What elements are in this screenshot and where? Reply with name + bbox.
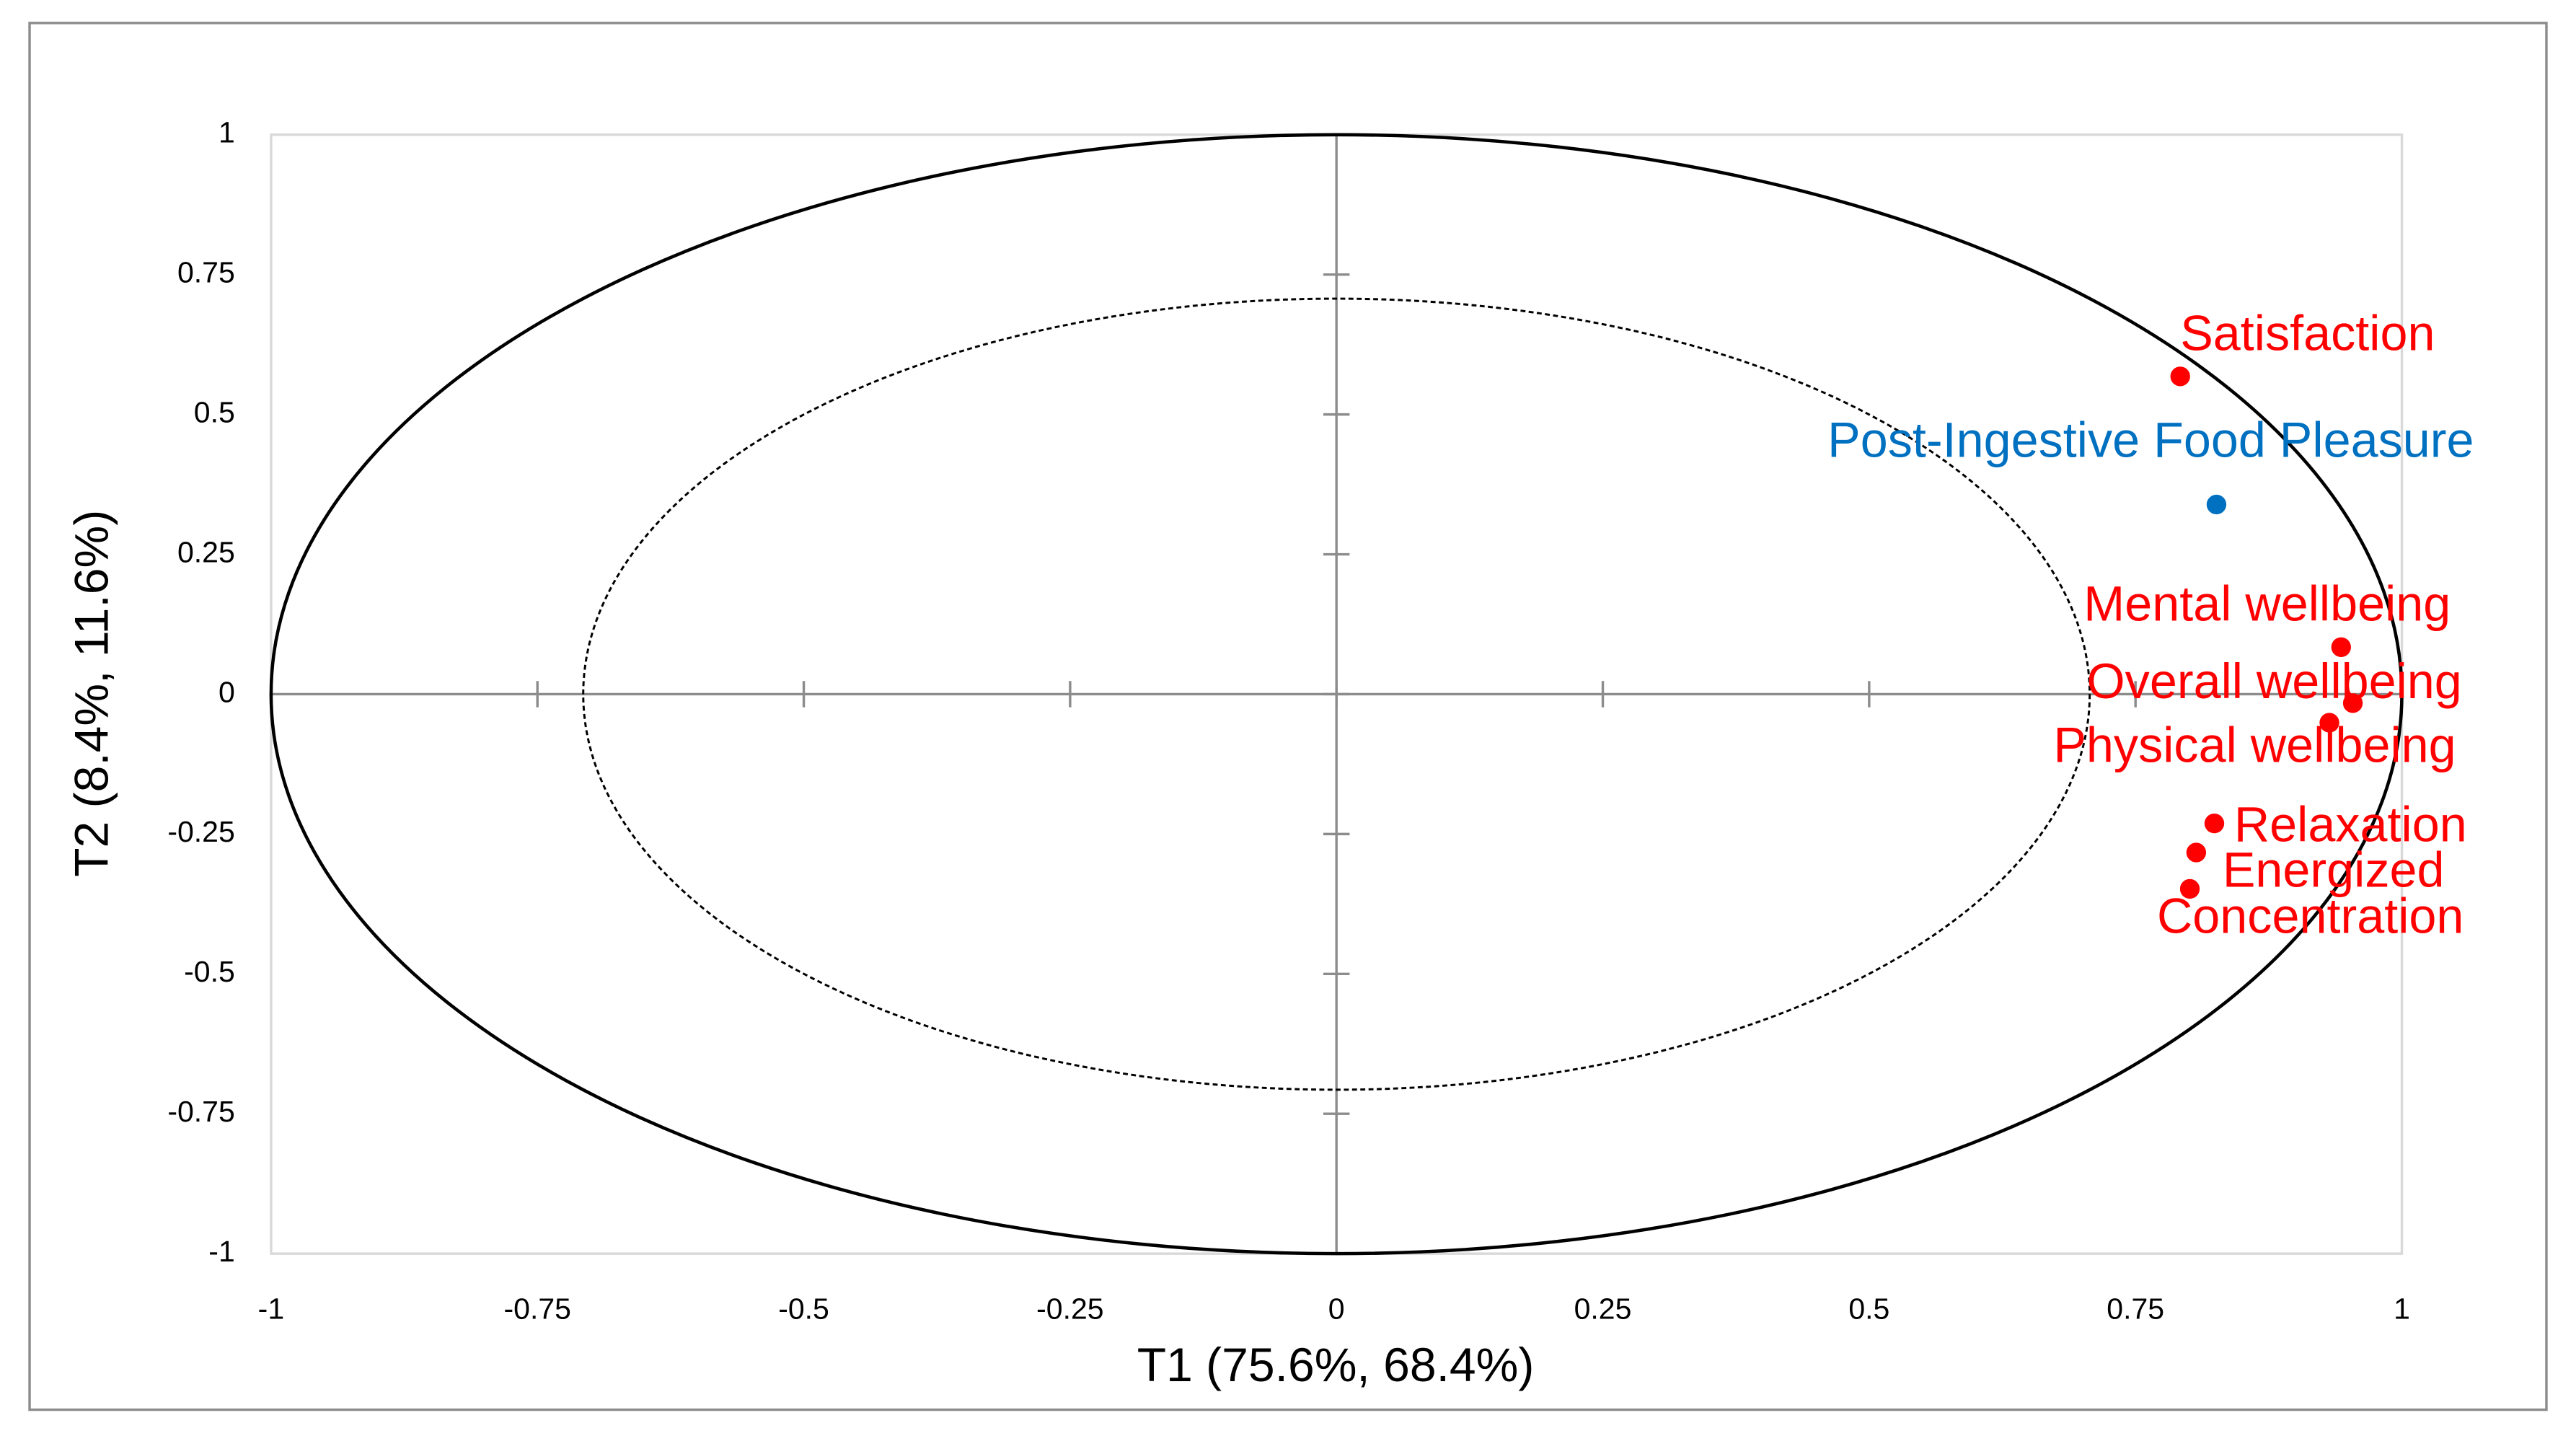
point-label: Energized [2223,843,2445,898]
x-tick-label: 1 [2394,1292,2410,1326]
point [2170,366,2190,387]
point-label: Relaxation [2234,798,2467,853]
point-label: Concentration [2157,889,2463,944]
point [2186,842,2207,863]
correlation-circle [582,297,2091,1091]
point [2179,878,2200,899]
x-tick-label: -0.25 [1036,1292,1103,1326]
x-tick-label: -0.75 [503,1292,570,1326]
point [2342,693,2363,713]
y-tick-label: 0.5 [194,395,235,428]
x-axis-title: T1 (75.6%, 68.4%) [1137,1338,1535,1391]
y-tick-label: 0 [219,675,235,708]
y-tick-label: -0.75 [167,1095,234,1128]
x-tick-label: 0.5 [1848,1292,1889,1326]
x-tick-label: -0.5 [778,1292,829,1326]
point [2331,637,2351,657]
y-tick-label: 0.75 [177,256,235,289]
x-tick-label: 0.25 [1574,1292,1632,1326]
x-tick-label: 0.75 [2107,1292,2164,1326]
point-label: Satisfaction [2180,306,2435,361]
point [2206,494,2227,515]
y-tick-label: -0.5 [184,955,235,988]
point-label: Mental wellbeing [2083,577,2451,632]
point [2204,813,2225,834]
y-tick-label: -1 [208,1235,234,1268]
point-label: Post-Ingestive Food Pleasure [1827,413,2474,467]
chart-border [28,22,2548,1411]
y-axis-title: T2 (8.4%, 11.6%) [65,510,118,877]
point [2319,713,2339,733]
x-tick-label: -1 [258,1292,284,1326]
x-tick-label: 0 [1328,1292,1345,1326]
y-tick-label: 1 [219,116,235,149]
correlation-circle [269,133,2404,1256]
point-label: Physical wellbeing [2053,718,2456,773]
y-tick-label: -0.25 [167,815,234,848]
y-tick-label: 0.25 [177,535,235,568]
point-label: Overall wellbeing [2087,654,2462,709]
